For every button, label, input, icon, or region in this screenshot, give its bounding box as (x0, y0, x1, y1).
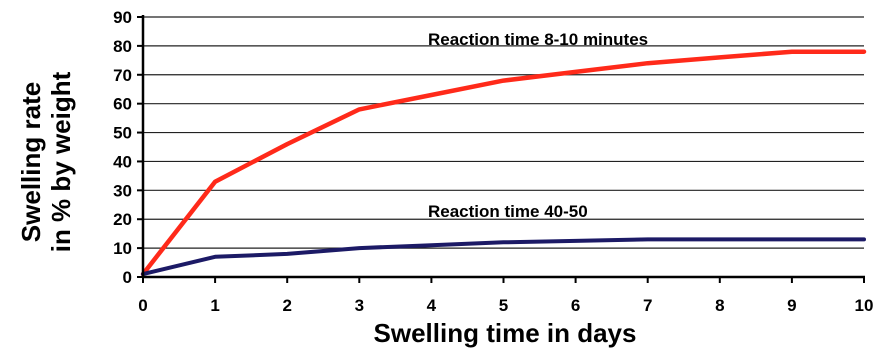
series-1-point-5 (501, 78, 506, 83)
x-tick-label-3: 3 (355, 296, 364, 315)
y-axis-ticks: 0 10 20 30 40 50 60 70 80 90 (113, 8, 143, 287)
y-axis-title-line-1: Swelling rate (16, 82, 46, 242)
x-tick-label-10: 10 (855, 296, 874, 315)
y-tick-label-0: 0 (123, 268, 132, 287)
series-2-point-3 (357, 246, 361, 250)
y-axis-title-line-2: in % by weight (46, 71, 76, 252)
y-tick-label-70: 70 (113, 66, 132, 85)
x-tick-label-8: 8 (715, 296, 724, 315)
y-tick-label-50: 50 (113, 124, 132, 143)
axes (141, 15, 865, 279)
y-tick-label-20: 20 (113, 210, 132, 229)
series-2-point-4 (429, 243, 433, 247)
series-1-point-7 (646, 61, 650, 65)
series-2-point-2 (285, 252, 289, 256)
series-1-point-10 (862, 50, 866, 54)
series-2-point-1 (213, 255, 217, 259)
series-1-point-4 (429, 93, 433, 97)
series-1-point-9 (790, 50, 794, 54)
series-2-point-7 (646, 237, 650, 242)
y-tick-label-90: 90 (113, 8, 132, 27)
y-tick-label-10: 10 (113, 239, 132, 258)
series-label-red: Reaction time 8-10 minutes (428, 30, 648, 49)
x-axis-ticks: 0 1 2 3 4 5 6 7 8 9 10 (138, 277, 873, 315)
y-tick-label-30: 30 (113, 181, 132, 200)
y-tick-label-60: 60 (113, 95, 132, 114)
series-2-point-8 (718, 237, 722, 242)
series-2-point-6 (574, 239, 578, 243)
x-tick-label-4: 4 (427, 296, 437, 315)
y-axis-title: Swelling rate in % by weight (16, 71, 76, 252)
series-1-point-8 (718, 55, 722, 60)
x-tick-label-0: 0 (138, 296, 147, 315)
series-label-blue: Reaction time 40-50 (428, 202, 588, 221)
series-1-point-6 (574, 70, 578, 74)
series-1-point-3 (357, 107, 361, 112)
x-tick-label-2: 2 (282, 296, 291, 315)
x-axis-title: Swelling time in days (374, 318, 637, 348)
series-2-point-5 (501, 240, 506, 244)
series-1-point-2 (285, 142, 289, 146)
x-tick-label-5: 5 (499, 296, 508, 315)
y-tick-label-40: 40 (113, 152, 132, 171)
series-lines (140, 49, 867, 277)
series-2-point-9 (790, 237, 794, 242)
x-tick-label-1: 1 (210, 296, 219, 315)
x-tick-label-6: 6 (571, 296, 580, 315)
series-1-point-1 (213, 180, 217, 184)
series-line-2 (141, 237, 866, 277)
grid-lines (143, 16, 864, 249)
series-2-point-10 (862, 237, 866, 242)
y-tick-label-80: 80 (113, 37, 132, 56)
x-tick-label-7: 7 (643, 296, 652, 315)
x-tick-label-9: 9 (787, 296, 796, 315)
